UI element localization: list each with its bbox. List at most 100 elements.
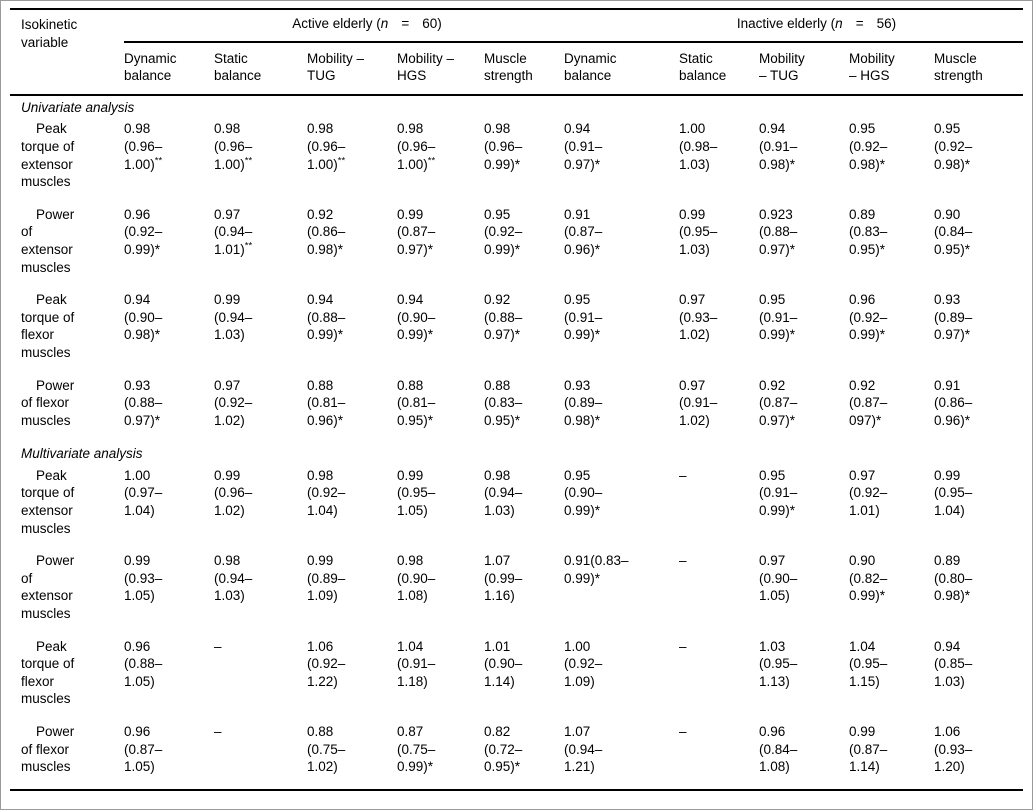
value-cell: – [679,553,687,569]
value-cell: – [214,638,222,654]
subcolumn-header-3: Mobility – HGS [397,50,455,84]
subcolumn-header-7: Mobility – TUG [759,50,805,84]
table-row: Power of extensor muscles 0.99 (0.93– 1.05)… [10,550,1023,635]
value-cell: 0.98 (0.96– 1.00)** [124,121,163,172]
value-cell: 0.923 (0.88– 0.97)* [759,206,798,257]
close-paren: ) [891,16,897,31]
value-cell: 0.98 (0.90– 1.08) [397,553,436,604]
section-title: Multivariate analysis [21,446,143,462]
value-cell: 0.96 (0.92– 0.99)* [849,292,888,343]
value-cell: 0.91 (0.87– 0.96)* [564,206,603,257]
value-cell: 0.97 (0.90– 1.05) [759,553,798,604]
value-cell: 0.97 (0.92– 1.01) [849,467,888,519]
value-cell: – [679,638,687,654]
value-cell: 0.95 (0.91– 0.99)* [564,292,603,343]
value-cell: 0.96 (0.88– 1.05) [124,638,163,689]
value-cell: 1.00 (0.98– 1.03) [679,121,718,172]
value-cell: 1.03 (0.95– 1.13) [759,638,798,689]
subcolumn-header-5: Dynamic balance [564,50,617,84]
section-title: Univariate analysis [21,99,135,115]
n-symbol: n [380,16,389,31]
value-cell: 0.94 (0.91– 0.98)* [759,121,798,172]
value-cell: – [679,724,687,739]
table-body: Univariate analysis Peak torque of extens… [10,95,1023,790]
row-label: Peak torque of flexor muscles [21,638,75,707]
group-header-inactive-elderly: Inactive elderly (n = 56) [564,9,1023,43]
value-cell: 0.98 (0.94– 1.03) [484,467,523,519]
value-cell: 0.91(0.83– 0.99)* [564,553,629,586]
value-cell: 0.89 (0.83– 0.95)* [849,206,888,257]
row-label: Power of extensor muscles [21,553,75,622]
value-cell: 0.88 (0.81– 0.95)* [397,377,436,428]
table-row: Power of extensor muscles 0.96 (0.92– 0.99)… [10,204,1023,289]
value-cell: – [679,467,687,483]
value-cell: 0.95 (0.92– 0.98)* [934,121,973,172]
value-cell: 0.87 (0.75– 0.99)* [397,724,436,775]
row-label: Peak torque of extensor muscles [21,121,75,190]
value-cell: – [214,724,222,739]
value-cell: 0.98 (0.96– 1.00)** [397,121,436,172]
value-cell: 1.04 (0.91– 1.18) [397,638,436,689]
value-cell: 1.00 (0.97– 1.04) [124,467,163,519]
value-cell: 0.99 (0.89– 1.09) [307,553,346,604]
value-cell: 0.88 (0.81– 0.96)* [307,377,346,428]
row-label: Peak torque of extensor muscles [21,467,75,536]
value-cell: 0.96 (0.84– 1.08) [759,724,798,775]
value-cell: 0.99 (0.96– 1.02) [214,467,253,519]
value-cell: 0.99 (0.93– 1.05) [124,553,163,604]
value-cell: 1.04 (0.95– 1.15) [849,638,888,689]
group-header-active-elderly: Active elderly (n = 60) [124,9,564,43]
value-cell: 0.94 (0.90– 0.99)* [397,292,436,343]
table-row: Power of flexor muscles 0.96 (0.87– 1.05) – 0… [10,721,1023,790]
value-cell: 0.98 (0.96– 1.00)** [214,121,253,172]
value-cell: 0.88 (0.75– 1.02) [307,724,346,775]
value-cell: 1.06 (0.92– 1.22) [307,638,346,689]
group-header-text: Active elderly ( [292,16,381,31]
value-cell: 0.88 (0.83– 0.95)* [484,377,523,428]
table-header: Isokinetic variable Active elderly (n = 60… [10,9,1023,95]
value-cell: 0.98 (0.92– 1.04) [307,467,346,519]
subcolumn-header-6: Static balance [679,50,727,84]
value-cell: 0.95 (0.92– 0.99)* [484,206,523,257]
subcolumn-header-1: Static balance [214,50,262,84]
value-cell: 0.91 (0.86– 0.96)* [934,377,973,428]
subcolumn-header-8: Mobility – HGS [849,50,895,84]
group-count: 60 [422,16,438,31]
value-cell: 0.94 (0.90– 0.98)* [124,292,163,343]
value-cell: 1.07 (0.94– 1.21) [564,724,603,775]
row-label: Power of flexor muscles [21,724,75,775]
value-cell: 0.99 (0.95– 1.05) [397,467,436,519]
value-cell: 1.07 (0.99– 1.16) [484,553,523,604]
value-cell: 0.92 (0.88– 0.97)* [484,292,523,343]
subcolumn-header-0: Dynamic balance [124,50,177,84]
value-cell: 0.97 (0.94– 1.01)** [214,206,253,257]
table-row: Peak torque of extensor muscles 1.00 (0.97… [10,465,1023,550]
hazard-ratio-table: Isokinetic variable Active elderly (n = 60… [10,8,1023,791]
value-cell: 0.82 (0.72– 0.95)* [484,724,523,775]
value-cell: 0.94 (0.91– 0.97)* [564,121,603,172]
subcolumn-header-9: Muscle strength [934,50,983,84]
value-cell: 1.06 (0.93– 1.20) [934,724,973,775]
value-cell: 0.98 (0.96– 1.00)** [307,121,346,172]
subcolumn-header-4: Muscle strength [484,50,533,84]
value-cell: 0.98 (0.94– 1.03) [214,553,253,604]
value-cell: 0.90 (0.82– 0.99)* [849,553,888,604]
close-paren: ) [437,16,442,31]
section-title-row: Multivariate analysis [10,442,1023,465]
row-label: Power of flexor muscles [21,377,75,428]
value-cell: 0.90 (0.84– 0.95)* [934,206,973,257]
value-cell: 0.89 (0.80– 0.98)* [934,553,973,604]
subcolumn-header-row: Dynamic balance Static balance Mobility – … [10,42,1023,95]
subcolumn-header-2: Mobility – TUG [307,50,365,84]
group-count: 56 [876,16,892,31]
value-cell: 1.00 (0.92– 1.09) [564,638,603,689]
value-cell: 0.94 (0.85– 1.03) [934,638,973,689]
column-header-isokinetic-variable: Isokinetic variable [21,17,78,50]
value-cell: 0.97 (0.91– 1.02) [679,377,718,428]
value-cell: 0.97 (0.92– 1.02) [214,377,253,428]
value-cell: 0.92 (0.87– 0.97)* [759,377,798,428]
value-cell: 0.99 (0.87– 0.97)* [397,206,436,257]
value-cell: 0.93 (0.88– 0.97)* [124,377,163,428]
value-cell: 0.99 (0.87– 1.14) [849,724,888,775]
